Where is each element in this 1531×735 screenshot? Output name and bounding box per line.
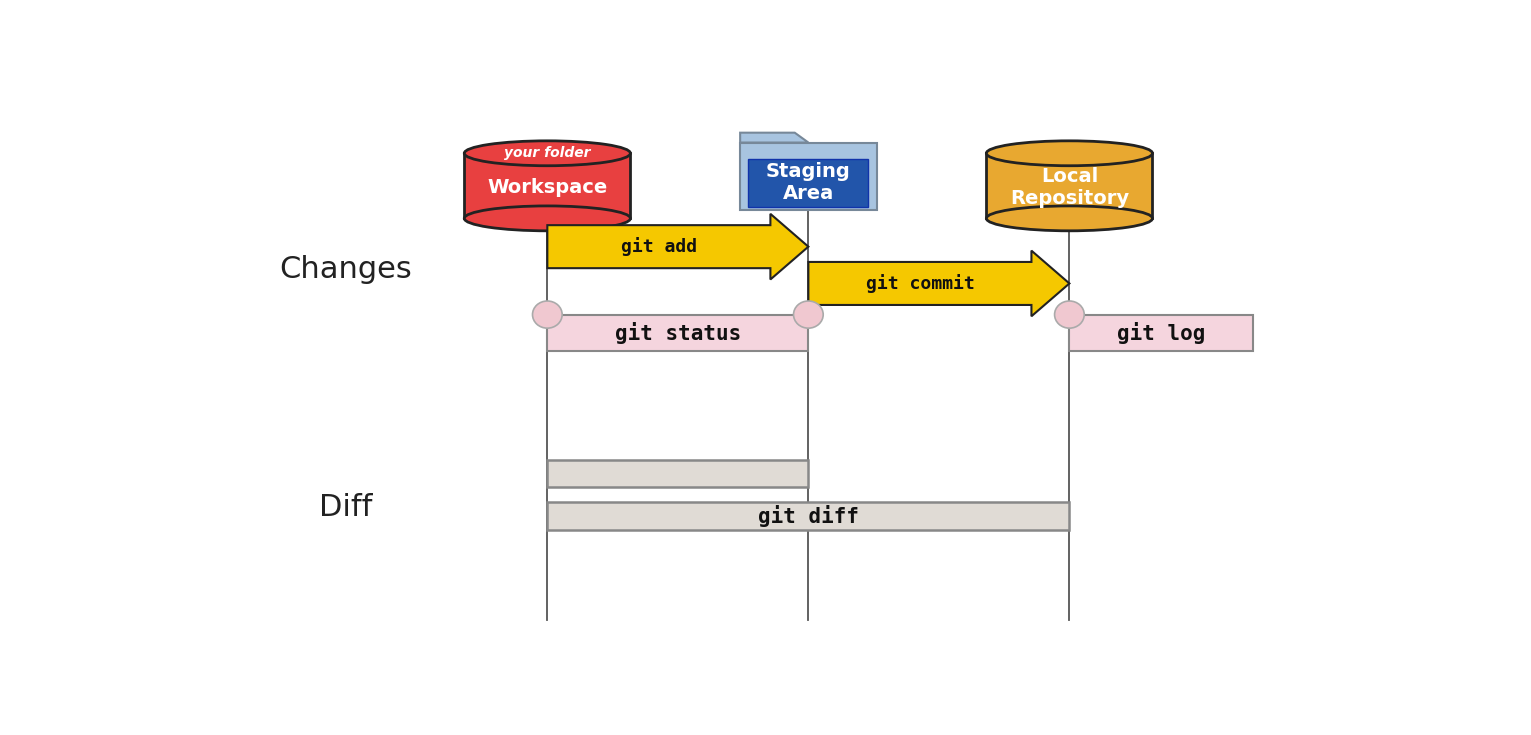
Text: git commit: git commit (865, 274, 974, 293)
Text: Staging
Area: Staging Area (766, 162, 851, 204)
Text: Changes: Changes (279, 255, 412, 284)
Polygon shape (739, 133, 808, 143)
Ellipse shape (793, 301, 824, 328)
FancyBboxPatch shape (986, 154, 1153, 218)
FancyBboxPatch shape (464, 154, 631, 218)
Bar (548, 460, 808, 487)
Ellipse shape (464, 141, 631, 165)
Ellipse shape (533, 301, 562, 328)
Text: git diff: git diff (758, 505, 859, 527)
Bar (1069, 315, 1254, 351)
FancyBboxPatch shape (739, 143, 877, 209)
Ellipse shape (464, 206, 631, 231)
Text: git status: git status (615, 322, 741, 344)
Ellipse shape (1055, 301, 1084, 328)
Polygon shape (548, 214, 808, 279)
Text: your folder: your folder (504, 146, 591, 160)
Text: Workspace: Workspace (487, 178, 608, 197)
Text: git add: git add (620, 237, 697, 257)
Text: git log: git log (1118, 322, 1205, 344)
FancyBboxPatch shape (749, 159, 868, 207)
Bar (548, 315, 808, 351)
Text: Local
Repository: Local Repository (1010, 167, 1128, 207)
Ellipse shape (986, 206, 1153, 231)
Text: Diff: Diff (318, 492, 372, 522)
Bar (548, 503, 1069, 530)
Polygon shape (808, 251, 1069, 316)
Ellipse shape (986, 141, 1153, 165)
